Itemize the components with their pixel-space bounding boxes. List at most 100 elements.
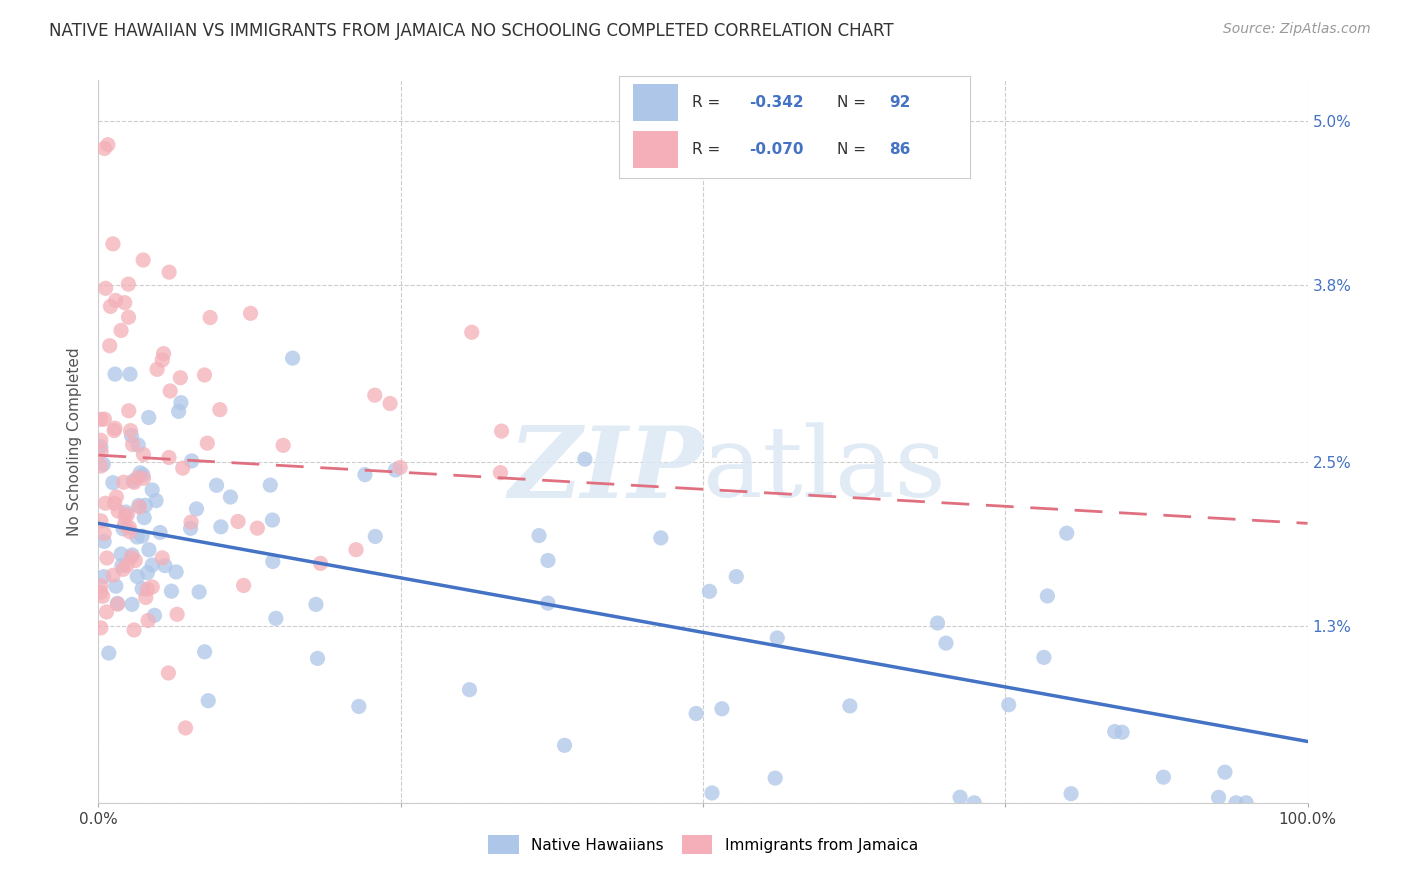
Point [554, 739, 576, 753]
Point [205, 478, 228, 492]
Point [246, 521, 269, 535]
Point [114, 295, 136, 310]
Point [354, 467, 377, 482]
Point [141, 558, 163, 573]
Point [347, 699, 370, 714]
Point [136, 582, 159, 597]
Point [145, 493, 167, 508]
Point [685, 706, 707, 721]
Point [103, 568, 125, 582]
Point [117, 508, 139, 522]
Text: ZIP: ZIP [508, 422, 703, 518]
Point [96, 605, 118, 619]
Point [763, 771, 786, 785]
Point [122, 623, 145, 637]
Point [537, 553, 560, 567]
Point [104, 367, 127, 381]
Point [766, 631, 789, 645]
Text: atlas: atlas [703, 423, 946, 518]
Point [111, 558, 134, 573]
Point [117, 277, 139, 292]
Point [152, 346, 174, 360]
Point [160, 584, 183, 599]
Point [963, 796, 986, 810]
Point [132, 253, 155, 268]
Point [132, 447, 155, 461]
Point [188, 585, 211, 599]
Point [281, 351, 304, 365]
Point [93, 141, 115, 155]
Point [114, 505, 136, 519]
Point [91, 589, 114, 603]
Point [159, 384, 181, 398]
Point [118, 520, 141, 534]
Point [935, 636, 957, 650]
Point [110, 547, 132, 561]
Point [180, 515, 202, 529]
Point [307, 651, 329, 665]
Point [127, 438, 149, 452]
Point [710, 702, 733, 716]
Point [309, 557, 332, 571]
Point [118, 524, 141, 539]
Point [150, 353, 173, 368]
Point [997, 698, 1019, 712]
Text: -0.342: -0.342 [748, 95, 803, 110]
Point [384, 463, 406, 477]
Point [1104, 724, 1126, 739]
Point [949, 790, 972, 805]
Point [209, 520, 232, 534]
Point [232, 578, 254, 592]
Point [143, 608, 166, 623]
Point [93, 569, 115, 583]
Point [305, 598, 328, 612]
Point [167, 404, 190, 418]
Point [165, 565, 187, 579]
Point [153, 558, 176, 573]
Point [120, 424, 142, 438]
Point [121, 548, 143, 562]
Point [100, 299, 122, 313]
Point [169, 370, 191, 384]
Point [172, 461, 194, 475]
Point [1213, 765, 1236, 780]
Point [132, 471, 155, 485]
Point [219, 490, 242, 504]
Point [262, 513, 284, 527]
Point [194, 645, 217, 659]
Point [180, 521, 202, 535]
Point [103, 496, 125, 510]
Point [461, 325, 484, 339]
Point [107, 504, 129, 518]
Point [344, 542, 367, 557]
Text: -0.070: -0.070 [748, 142, 803, 157]
Point [90, 579, 112, 593]
Point [157, 265, 180, 279]
Point [112, 562, 135, 576]
Point [128, 500, 150, 514]
Point [239, 306, 262, 320]
Point [90, 412, 112, 426]
Point [208, 402, 231, 417]
Point [136, 614, 159, 628]
Point [93, 534, 115, 549]
Point [157, 665, 180, 680]
Point [170, 395, 193, 409]
Point [93, 412, 115, 426]
Point [125, 530, 148, 544]
Text: 92: 92 [889, 95, 911, 110]
Point [174, 721, 197, 735]
Point [90, 434, 112, 448]
Point [101, 475, 124, 490]
Point [1032, 650, 1054, 665]
Point [107, 596, 129, 610]
Text: Source: ZipAtlas.com: Source: ZipAtlas.com [1223, 22, 1371, 37]
Point [117, 310, 139, 325]
Text: N =: N = [837, 142, 870, 157]
Point [527, 528, 550, 542]
Point [90, 621, 112, 635]
Point [115, 558, 138, 573]
Point [107, 597, 129, 611]
Point [725, 569, 748, 583]
Point [94, 281, 117, 295]
